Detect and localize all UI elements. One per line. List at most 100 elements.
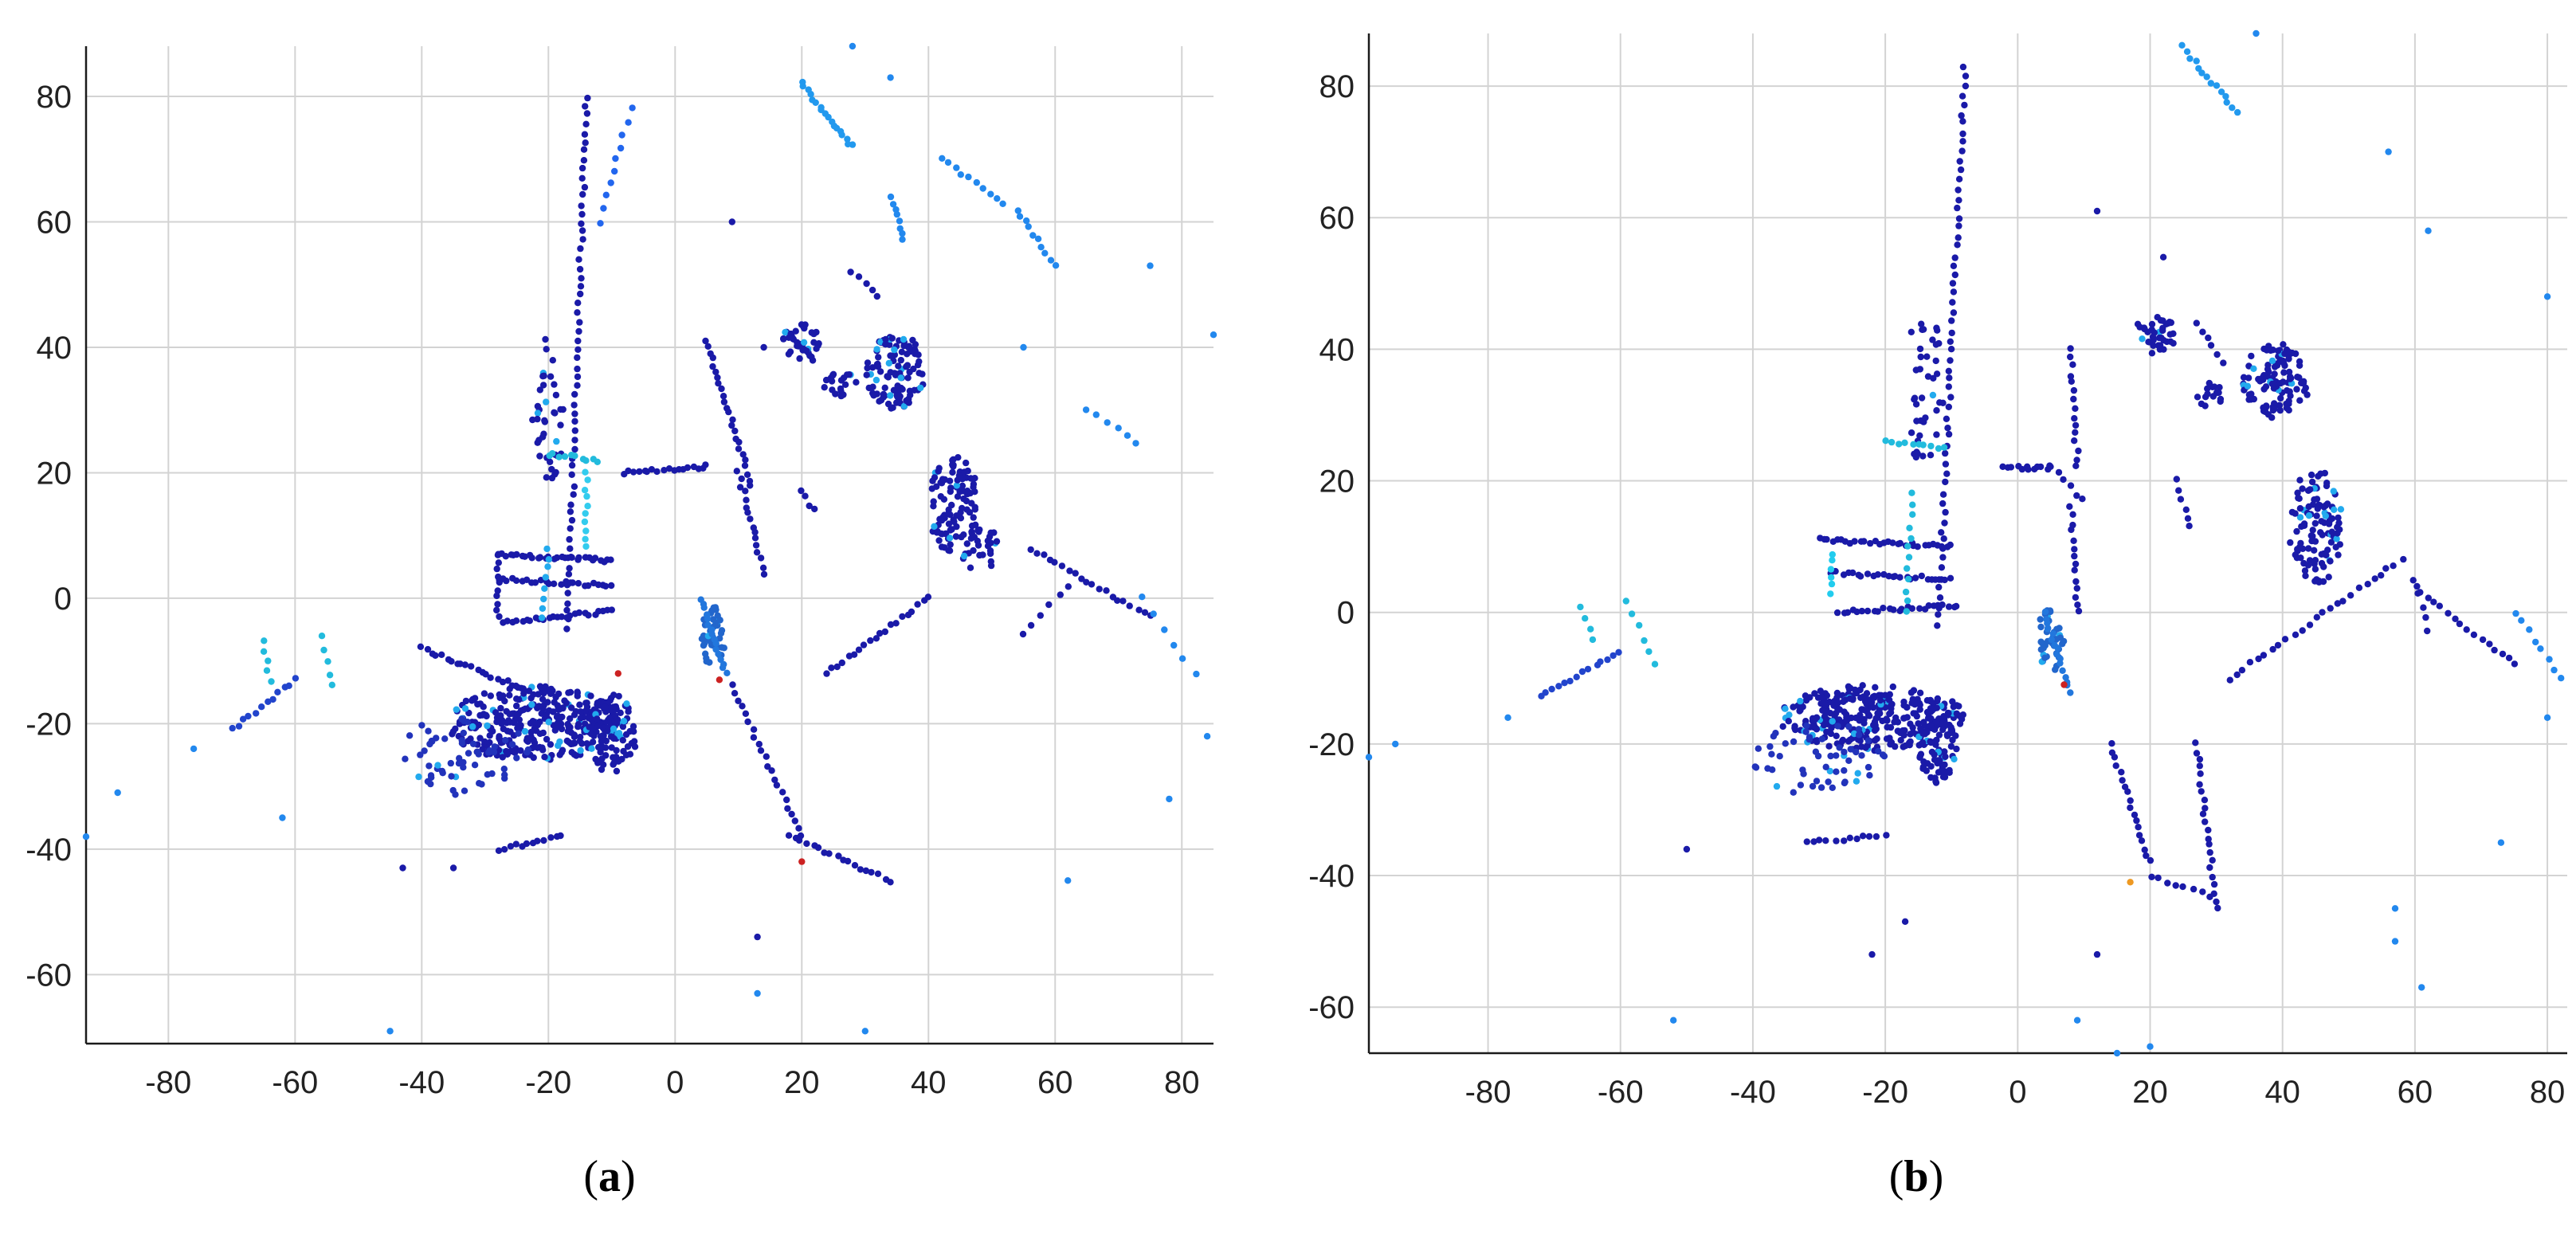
segment-point: [575, 256, 582, 263]
segment-point: [1867, 539, 1874, 547]
cluster-point: [1860, 719, 1868, 727]
cluster-point: [1909, 729, 1917, 736]
segment-point: [521, 553, 528, 560]
segment-point: [2479, 636, 2487, 644]
segment-point: [893, 210, 901, 218]
segment-point: [653, 468, 661, 476]
cluster-point: [2313, 576, 2320, 583]
segment-point: [1947, 394, 1955, 401]
cluster-point: [1916, 689, 1924, 696]
cluster-point: [882, 335, 889, 343]
cluster-point: [551, 409, 558, 416]
cluster-point: [2319, 531, 2326, 539]
cluster-point: [1817, 693, 1825, 701]
cluster-point: [1907, 328, 1915, 335]
segment-point: [814, 844, 822, 852]
segment-point: [741, 462, 749, 469]
segment-point: [569, 579, 576, 586]
cluster-point: [438, 767, 446, 775]
cluster-point: [447, 759, 454, 767]
segment-point: [571, 452, 578, 460]
cluster-point: [2337, 506, 2345, 513]
cluster-point: [1813, 778, 1821, 785]
cluster-point: [2308, 478, 2316, 486]
cluster-point: [2292, 510, 2299, 517]
cluster-point: [607, 695, 615, 702]
segment-point: [763, 753, 770, 760]
segment-point: [571, 410, 578, 417]
cluster-point: [963, 540, 971, 547]
segment-point: [1141, 609, 1149, 616]
cluster-point: [782, 328, 789, 336]
cluster-point: [1913, 712, 1920, 720]
cluster-point: [1953, 745, 1960, 753]
segment-point: [607, 556, 614, 563]
cluster-point: [1823, 728, 1830, 735]
segment-point: [1584, 665, 1592, 673]
cluster-point: [2293, 527, 2300, 535]
segment-point: [503, 577, 510, 585]
segment-point: [2067, 345, 2074, 352]
cluster-point: [1919, 739, 1927, 746]
cluster-point: [2264, 366, 2272, 373]
segment-point: [2054, 644, 2061, 652]
scatter-point: [798, 858, 806, 865]
segment-point: [661, 467, 668, 474]
segment-point: [493, 606, 500, 614]
segment-point: [791, 817, 798, 825]
segment-point: [563, 625, 570, 633]
cluster-point: [2280, 369, 2288, 376]
segment-point: [567, 612, 574, 619]
cluster-point: [1823, 715, 1830, 723]
segment-point: [1139, 594, 1146, 601]
cluster-point: [1768, 750, 1775, 758]
segment-point: [1853, 835, 1860, 843]
cluster-point: [2324, 547, 2331, 554]
x-tick-label: 80: [2530, 1075, 2566, 1110]
cluster-point: [1846, 695, 1853, 703]
cluster-point: [491, 743, 498, 750]
cluster-point: [941, 544, 948, 551]
y-tick-label: -40: [25, 833, 72, 868]
cluster-point: [1785, 718, 1792, 725]
cluster-point: [1803, 722, 1810, 730]
segment-point: [1115, 425, 1122, 432]
segment-point: [2213, 82, 2221, 89]
cluster-point: [800, 339, 808, 346]
cluster-point: [2264, 411, 2272, 418]
segment-point: [783, 796, 790, 804]
segment-point: [812, 99, 819, 106]
segment-point: [648, 466, 656, 473]
cluster-point: [2204, 385, 2211, 393]
cluster-point: [2302, 572, 2309, 579]
segment-point: [2207, 342, 2215, 349]
cluster-point: [970, 514, 977, 521]
segment-point: [2018, 465, 2026, 473]
cluster-point: [1855, 726, 1863, 733]
segment-point: [1872, 833, 1880, 840]
cluster-point: [542, 683, 549, 690]
cluster-point: [1919, 730, 1927, 737]
cluster-point: [542, 335, 549, 343]
cluster-point: [544, 699, 551, 706]
cluster-point: [1854, 770, 1861, 777]
segment-point: [712, 368, 719, 376]
caption-letter: a: [598, 1152, 621, 1201]
segment-point: [735, 445, 743, 452]
cluster-point: [953, 512, 960, 519]
cluster-point: [577, 715, 584, 722]
segment-point: [567, 554, 574, 561]
cluster-point: [555, 723, 563, 731]
x-tick-label: -80: [1465, 1075, 1511, 1110]
cluster-point: [2280, 341, 2287, 348]
segment-point: [1882, 437, 1889, 445]
cluster-point: [452, 725, 459, 732]
cluster-point: [700, 640, 708, 647]
segment-point: [1193, 670, 1200, 678]
cluster-point: [1933, 370, 1941, 378]
segment-point: [2206, 864, 2213, 872]
cluster-point: [914, 361, 922, 369]
scatter-point: [2127, 879, 2134, 886]
segment-point: [924, 594, 932, 601]
cluster-point: [2165, 319, 2172, 327]
